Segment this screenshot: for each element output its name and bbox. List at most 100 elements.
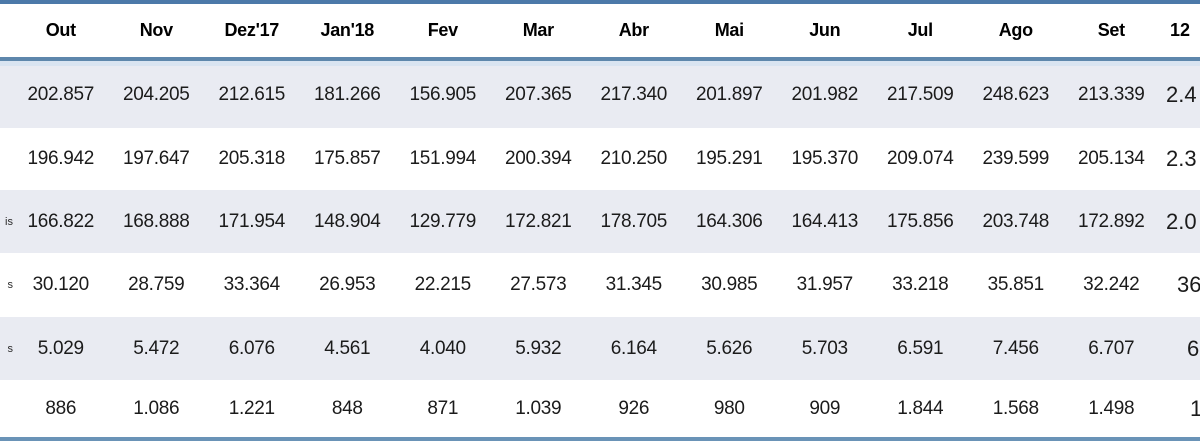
table-cell: 31.345: [605, 274, 663, 295]
table-cell: 5.932: [515, 337, 562, 359]
table-cell: 1.844: [897, 397, 944, 419]
table-cell: 205.318: [218, 148, 286, 169]
table-cell: 217.340: [600, 83, 668, 105]
table-cell: 30.985: [701, 274, 758, 295]
table-cell: 175.856: [886, 210, 954, 232]
table-cell: 886: [45, 397, 77, 419]
table-cell: 175.857: [313, 148, 381, 169]
table-cell: 197.647: [122, 148, 190, 169]
table-cell: 5.472: [133, 337, 180, 359]
table-cell: 203.748: [982, 210, 1050, 232]
row-label: is: [5, 215, 13, 228]
table-cell: 4.561: [324, 337, 371, 359]
table-cell: 205.134: [1077, 148, 1145, 169]
table-cell: 6.076: [228, 337, 275, 359]
table-cell: 30.120: [32, 274, 90, 295]
table-row: 196.942 197.647 205.318 175.857 151.994 …: [0, 128, 1200, 190]
table-cell: 178.705: [600, 210, 668, 232]
table-cell: 213.339: [1077, 83, 1145, 105]
table-cell: 151.994: [409, 148, 477, 169]
table-cell: 1.568: [992, 397, 1039, 419]
column-header-jul: Jul: [907, 20, 933, 40]
table-cell: 28.759: [128, 274, 185, 295]
table-header-row: Out Nov Dez'17 Jan'18 Fev Mar Abr Mai Ju…: [0, 4, 1200, 57]
table-cell: 32.242: [1083, 274, 1140, 295]
table-cell: 210.250: [600, 148, 668, 169]
table-cell: 171.954: [218, 210, 286, 232]
table-cell: 129.779: [409, 210, 477, 232]
column-header-mai: Mai: [714, 20, 744, 40]
table-cell: 201.982: [791, 83, 859, 105]
column-header-mar: Mar: [522, 20, 554, 40]
table-cell: 209.074: [886, 148, 954, 169]
table-cell: 27.573: [510, 274, 567, 295]
table-cell: 33.218: [892, 274, 949, 295]
table-cell: 172.892: [1077, 210, 1145, 232]
column-header-ago: Ago: [998, 20, 1033, 40]
column-header-fev: Fev: [427, 20, 458, 40]
table-cell: 7.456: [992, 337, 1039, 359]
table-cell: 6.707: [1088, 337, 1135, 359]
row-label: s: [7, 279, 14, 291]
table-cell-total: 36: [1177, 272, 1200, 297]
table-top-border: [0, 0, 1200, 4]
table-row: 886 1.086 1.221 848 871 1.039 926 980 90…: [0, 380, 1200, 437]
row-label: s: [7, 342, 14, 355]
table-cell: 239.599: [982, 148, 1050, 169]
table-cell-total: 1: [1190, 395, 1200, 421]
table-row: s 5.029 5.472 6.076 4.561 4.040 5.932 6.…: [0, 317, 1200, 380]
table-cell: 5.703: [801, 337, 848, 359]
table-cell: 156.905: [409, 83, 477, 105]
column-header-nov: Nov: [139, 20, 173, 40]
column-header-jun: Jun: [809, 20, 841, 40]
table-cell: 164.306: [695, 210, 763, 232]
table-cell-total: 2.0: [1166, 208, 1197, 234]
table-cell: 201.897: [695, 83, 763, 105]
table-cell: 212.615: [218, 83, 286, 105]
table-cell: 848: [331, 397, 363, 419]
table-row: s 30.120 28.759 33.364 26.953 22.215 27.…: [0, 253, 1200, 317]
table-cell: 217.509: [886, 83, 954, 105]
table-row: 202.857 204.205 212.615 181.266 156.905 …: [0, 61, 1200, 128]
table-cell: 164.413: [791, 210, 859, 232]
table-cell: 871: [427, 397, 459, 419]
table-cell: 200.394: [504, 148, 572, 169]
table-cell: 4.040: [419, 337, 466, 359]
table-cell: 248.623: [982, 83, 1050, 105]
column-header-abr: Abr: [618, 20, 649, 40]
column-header-12-months: 12: [1170, 20, 1191, 40]
table-cell: 1.498: [1088, 397, 1135, 419]
table-cell: 181.266: [313, 83, 381, 105]
table-cell-total: 6: [1187, 335, 1200, 361]
table-cell: 204.205: [122, 83, 190, 105]
column-header-out: Out: [45, 20, 76, 40]
table-cell: 166.822: [27, 210, 95, 232]
table-cell: 1.086: [133, 397, 180, 419]
table-cell: 26.953: [319, 274, 376, 295]
table-cell: 5.626: [706, 337, 753, 359]
table-cell: 22.215: [414, 274, 472, 295]
table-row: is 166.822 168.888 171.954 148.904 129.7…: [0, 190, 1200, 253]
table-cell: 1.221: [228, 397, 275, 419]
table-cell: 6.164: [610, 337, 657, 359]
column-header-jan18: Jan'18: [320, 20, 375, 40]
table-cell: 1.039: [515, 397, 562, 419]
table-cell: 207.365: [504, 83, 572, 105]
table-cell: 168.888: [122, 210, 190, 232]
table-cell: 33.364: [223, 274, 281, 295]
table-cell-total: 2.4: [1166, 81, 1197, 107]
column-header-set: Set: [1097, 20, 1125, 40]
table-cell: 926: [618, 397, 650, 419]
table-cell: 196.942: [27, 148, 95, 169]
table-cell: 31.957: [796, 274, 854, 295]
table-cell: 148.904: [313, 210, 381, 232]
table-cell-total: 2.3: [1166, 146, 1197, 171]
table-bottom-border: [0, 437, 1200, 441]
header-separator-rule: [0, 57, 1200, 61]
table-cell: 202.857: [27, 83, 95, 105]
table-cell: 6.591: [897, 337, 944, 359]
table-cell: 5.029: [37, 337, 84, 359]
table-cell: 172.821: [504, 210, 572, 232]
table-cell: 195.370: [791, 148, 859, 169]
column-header-dez17: Dez'17: [224, 20, 279, 40]
